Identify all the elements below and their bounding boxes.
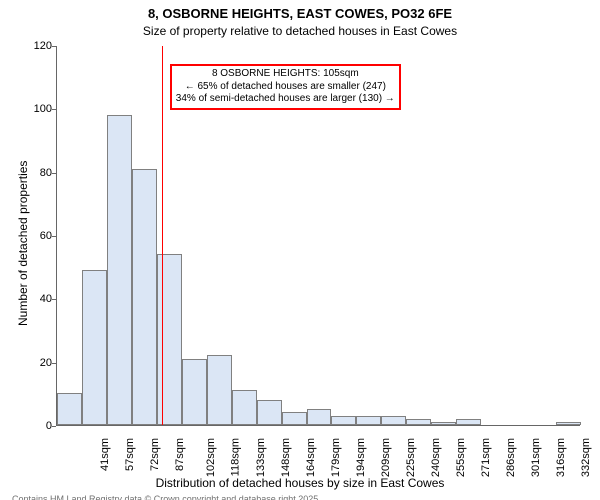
x-tick-label: 209sqm xyxy=(380,438,392,477)
annotation-line: 34% of semi-detached houses are larger (… xyxy=(176,93,395,106)
footer-attribution: Contains HM Land Registry data © Crown c… xyxy=(12,494,356,500)
histogram-bar xyxy=(232,390,257,425)
y-tick-mark xyxy=(52,236,56,237)
x-tick-label: 316sqm xyxy=(555,438,567,477)
x-tick-label: 301sqm xyxy=(530,438,542,477)
x-tick-label: 133sqm xyxy=(255,438,267,477)
x-tick-label: 255sqm xyxy=(455,438,467,477)
x-tick-label: 148sqm xyxy=(280,438,292,477)
x-tick-label: 225sqm xyxy=(405,438,417,477)
chart-container: 8, OSBORNE HEIGHTS, EAST COWES, PO32 6FE… xyxy=(0,0,600,500)
x-tick-label: 194sqm xyxy=(355,438,367,477)
histogram-bar xyxy=(331,416,356,426)
histogram-bar xyxy=(157,254,182,425)
x-tick-label: 240sqm xyxy=(430,438,442,477)
histogram-bar xyxy=(57,393,82,425)
x-tick-label: 57sqm xyxy=(124,438,136,471)
annotation-line: 8 OSBORNE HEIGHTS: 105sqm xyxy=(176,68,395,81)
chart-title: 8, OSBORNE HEIGHTS, EAST COWES, PO32 6FE xyxy=(0,6,600,21)
plot-area: 8 OSBORNE HEIGHTS: 105sqm← 65% of detach… xyxy=(56,46,580,426)
histogram-bar xyxy=(556,422,581,425)
x-tick-label: 118sqm xyxy=(230,438,242,476)
y-tick-mark xyxy=(52,173,56,174)
histogram-bar xyxy=(431,422,456,425)
y-tick-label: 40 xyxy=(12,293,52,305)
y-tick-label: 120 xyxy=(12,40,52,52)
histogram-bar xyxy=(132,169,157,426)
x-tick-label: 286sqm xyxy=(505,438,517,477)
x-tick-label: 102sqm xyxy=(205,438,217,477)
y-tick-mark xyxy=(52,363,56,364)
x-tick-label: 72sqm xyxy=(149,438,161,471)
histogram-bar xyxy=(456,419,481,425)
y-tick-mark xyxy=(52,109,56,110)
y-tick-label: 20 xyxy=(12,357,52,369)
x-tick-label: 164sqm xyxy=(305,438,317,477)
histogram-bar xyxy=(381,416,406,426)
histogram-bar xyxy=(406,419,431,425)
footer-line-1: Contains HM Land Registry data © Crown c… xyxy=(12,494,356,500)
x-axis-label: Distribution of detached houses by size … xyxy=(0,476,600,490)
x-tick-label: 41sqm xyxy=(100,438,112,471)
histogram-bar xyxy=(107,115,132,425)
histogram-bar xyxy=(257,400,282,425)
marker-line xyxy=(162,46,163,425)
chart-subtitle: Size of property relative to detached ho… xyxy=(0,24,600,38)
x-tick-label: 87sqm xyxy=(174,438,186,471)
x-tick-label: 179sqm xyxy=(330,438,342,477)
y-tick-mark xyxy=(52,46,56,47)
annotation-line: ← 65% of detached houses are smaller (24… xyxy=(176,81,395,94)
histogram-bar xyxy=(307,409,332,425)
y-tick-label: 60 xyxy=(12,230,52,242)
y-tick-label: 0 xyxy=(12,420,52,432)
histogram-bar xyxy=(82,270,107,425)
histogram-bar xyxy=(182,359,207,426)
y-tick-mark xyxy=(52,426,56,427)
x-tick-label: 332sqm xyxy=(580,438,592,477)
histogram-bar xyxy=(282,412,307,425)
y-tick-label: 80 xyxy=(12,167,52,179)
annotation-box: 8 OSBORNE HEIGHTS: 105sqm← 65% of detach… xyxy=(170,64,401,110)
histogram-bar xyxy=(207,355,232,425)
y-tick-mark xyxy=(52,299,56,300)
y-tick-label: 100 xyxy=(12,103,52,115)
histogram-bar xyxy=(356,416,381,426)
x-tick-label: 271sqm xyxy=(480,438,492,477)
